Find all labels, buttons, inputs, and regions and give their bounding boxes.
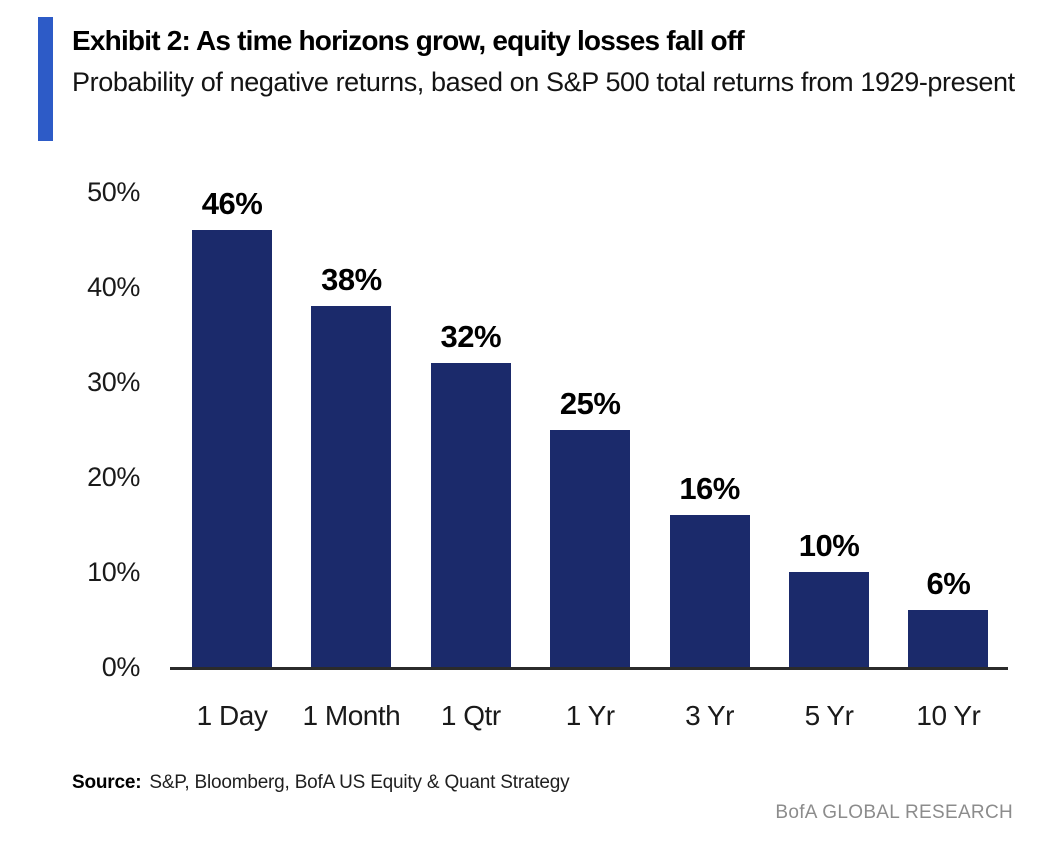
brand-text: BofA GLOBAL RESEARCH (775, 802, 1013, 823)
bar-value-label: 25% (559, 385, 621, 421)
bar (550, 429, 631, 667)
bar-value-label: 32% (440, 319, 502, 354)
y-tick-label: 50% (87, 177, 140, 207)
y-tick-label: 20% (87, 462, 140, 492)
bar-value-label: 16% (679, 471, 740, 506)
x-tick-label: 1 Qtr (440, 700, 501, 731)
bar-value-label: 46% (201, 186, 263, 221)
x-tick-label: 3 Yr (685, 700, 735, 731)
source-label: Source: (72, 772, 142, 793)
exhibit-title: Exhibit 2: As time horizons grow, equity… (72, 25, 745, 56)
bar (789, 572, 869, 667)
x-tick-label: 1 Day (196, 700, 268, 731)
bar (192, 230, 272, 667)
bar-value-label: 10% (798, 528, 860, 563)
bar (908, 610, 989, 667)
x-axis-line (170, 667, 1008, 670)
y-tick-label: 30% (87, 367, 140, 397)
x-tick-label: 10 Yr (916, 700, 981, 731)
x-tick-label: 5 Yr (804, 700, 854, 731)
accent-bar (38, 17, 53, 141)
source-line: Source: S&P, Bloomberg, BofA US Equity & … (72, 771, 570, 795)
exhibit-subtitle: Probability of negative returns, based o… (72, 67, 1015, 97)
y-tick-label: 0% (101, 652, 141, 682)
x-tick-label: 1 Yr (565, 700, 615, 731)
y-tick-label: 10% (87, 557, 140, 587)
bar (430, 363, 511, 667)
bar (669, 515, 750, 667)
source-text: S&P, Bloomberg, BofA US Equity & Quant S… (149, 772, 570, 793)
y-tick-label: 40% (87, 272, 140, 302)
bar-value-label: 38% (321, 262, 382, 297)
x-tick-label: 1 Month (302, 700, 401, 731)
bar (311, 306, 392, 667)
bar-value-label: 6% (926, 566, 971, 601)
